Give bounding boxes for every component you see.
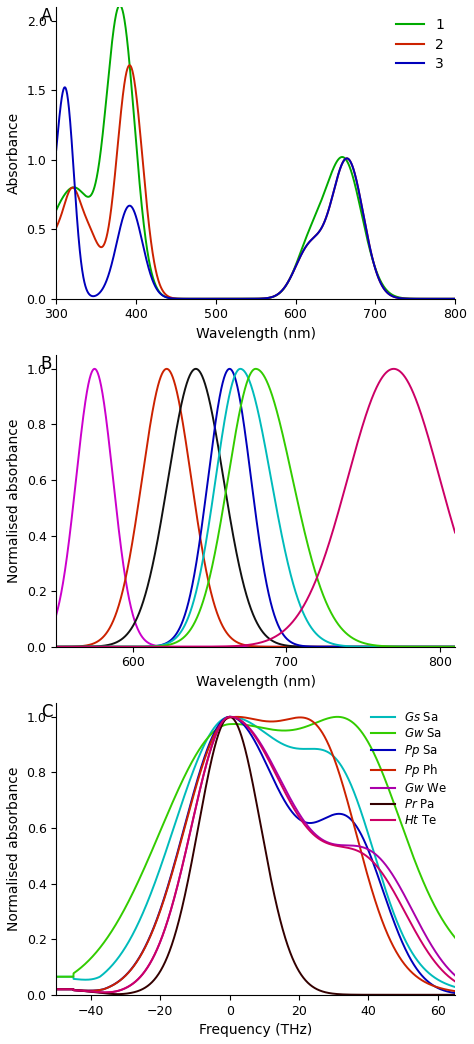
- Y-axis label: Absorbance: Absorbance: [7, 112, 21, 194]
- Legend: $\it{Gs}$ Sa, $\it{Gw}$ Sa, $\it{Pp}$ Sa, $\it{Pp}$ Ph, $\it{Gw}$ We, $\it{Pr}$ : $\it{Gs}$ Sa, $\it{Gw}$ Sa, $\it{Pp}$ Sa…: [369, 709, 449, 829]
- X-axis label: Wavelength (nm): Wavelength (nm): [196, 675, 316, 689]
- Y-axis label: Normalised absorbance: Normalised absorbance: [7, 419, 21, 583]
- Y-axis label: Normalised absorbance: Normalised absorbance: [7, 766, 21, 931]
- Text: B: B: [41, 355, 52, 373]
- Text: C: C: [41, 703, 52, 721]
- Legend: 1, 2, 3: 1, 2, 3: [392, 14, 448, 75]
- Text: A: A: [41, 7, 52, 25]
- X-axis label: Frequency (THz): Frequency (THz): [199, 1023, 312, 1037]
- X-axis label: Wavelength (nm): Wavelength (nm): [196, 327, 316, 341]
